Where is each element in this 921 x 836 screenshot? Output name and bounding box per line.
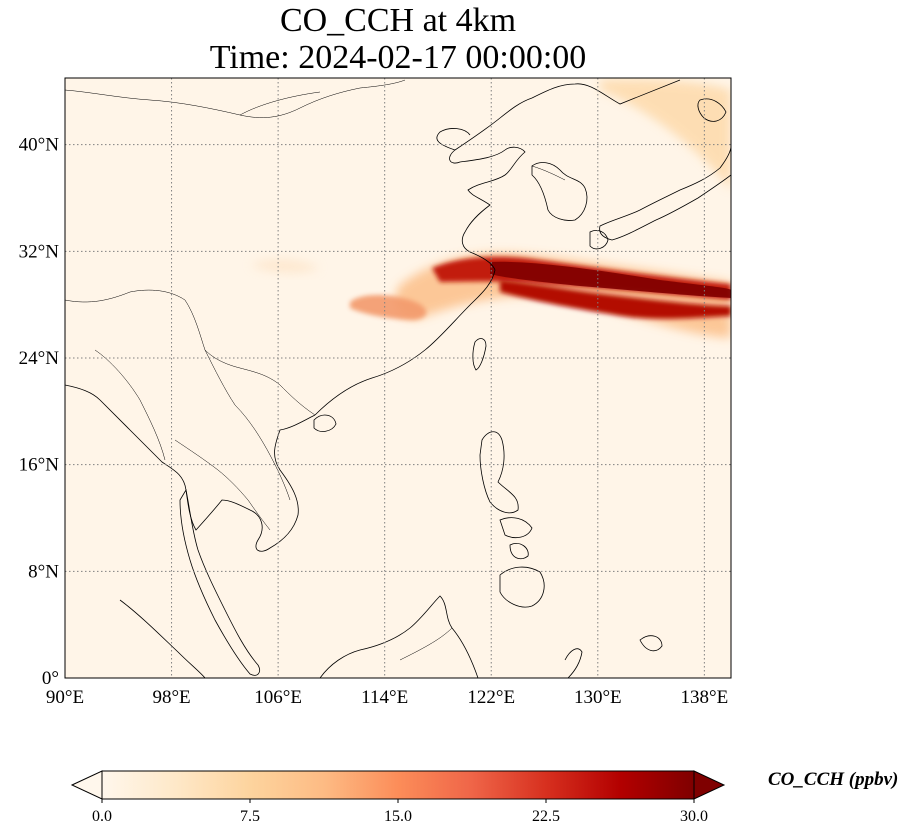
coast-indonesia-north <box>639 635 663 652</box>
country-borders <box>65 79 566 661</box>
border-laos-vietnam <box>204 349 291 501</box>
gridlines <box>65 78 731 678</box>
colorbar-tick-label: 15.0 <box>384 808 412 825</box>
border-china-south <box>65 289 316 416</box>
border-china-north <box>65 79 406 118</box>
y-tick-label: 16°N <box>19 455 60 476</box>
coast-sulawesi <box>564 648 583 678</box>
coast-japan-kyushu <box>589 230 609 250</box>
y-tick-labels: 0° 8°N 16°N 24°N 32°N 40°N <box>19 135 60 689</box>
colorbar-body <box>101 770 695 800</box>
coast-sumatra <box>119 599 206 678</box>
x-tick-label: 114°E <box>361 687 408 708</box>
y-tick-label: 40°N <box>19 135 60 156</box>
colorbar-extend-max <box>693 770 726 800</box>
x-tick-label: 90°E <box>46 687 84 708</box>
y-tick-label: 24°N <box>19 348 60 369</box>
border-cambodia-vietnam <box>247 499 271 531</box>
plume-core <box>490 261 731 298</box>
plume-band-lower <box>500 280 731 319</box>
map-title: CO_CCH at 4km Time: 2024-02-17 00:00:00 <box>0 2 796 76</box>
map-frame <box>64 77 732 679</box>
coast-philippines-luzon <box>479 431 519 514</box>
colorbar-tick-label: 7.5 <box>240 808 260 825</box>
coast-hokkaido <box>697 98 727 122</box>
y-tick-label: 0° <box>42 668 59 689</box>
coast-malay-peninsula <box>179 488 260 676</box>
plume-west-blob <box>350 295 427 320</box>
colorbar: 0.0 7.5 15.0 22.5 30.0 <box>70 770 726 825</box>
colorbar-tick-label: 22.5 <box>532 808 560 825</box>
coast-philippines-visayas <box>499 517 533 560</box>
coast-china-east <box>314 97 533 416</box>
coast-mindanao <box>499 566 545 608</box>
plume-trace-taiwan <box>250 259 320 274</box>
x-tick-labels: 90°E 98°E 106°E 114°E 122°E 130°E 138°E <box>46 687 728 708</box>
border-korea <box>531 165 566 181</box>
x-tick-label: 98°E <box>152 687 190 708</box>
coast-indochina <box>65 384 316 552</box>
map-axes: 90°E 98°E 106°E 114°E 122°E 130°E 138°E 0° 8°N 1… <box>19 77 732 708</box>
colorbar-tick-label: 0.0 <box>92 808 112 825</box>
colorbar-extend-min <box>70 770 103 800</box>
border-borneo <box>399 627 453 661</box>
colorbar-title: CO_CCH (ppbv) <box>768 769 899 790</box>
y-tick-label: 8°N <box>28 561 59 582</box>
border-myanmar <box>94 349 166 461</box>
border-thailand-cambodia <box>174 439 249 501</box>
coast-borneo <box>319 595 479 678</box>
coastlines <box>65 79 731 678</box>
x-tick-label: 130°E <box>574 687 622 708</box>
y-tick-label: 32°N <box>19 241 60 262</box>
x-tick-label: 138°E <box>681 687 729 708</box>
colorbar-ticks: 0.0 7.5 15.0 22.5 30.0 <box>92 799 708 825</box>
coast-korea <box>531 162 588 221</box>
x-tick-label: 106°E <box>254 687 302 708</box>
title-line-variable: CO_CCH at 4km <box>279 2 517 39</box>
coast-hainan <box>313 414 337 432</box>
colorbar-tick-label: 30.0 <box>680 808 708 825</box>
coast-taiwan <box>472 338 487 371</box>
coast-bohai <box>436 128 471 151</box>
coast-japan-honshu <box>599 145 731 241</box>
border-mongolia <box>239 91 321 116</box>
coast-russia-north <box>531 79 681 105</box>
title-line-time: Time: 2024-02-17 00:00:00 <box>209 39 587 76</box>
x-tick-label: 122°E <box>467 687 515 708</box>
map-background <box>65 78 731 678</box>
